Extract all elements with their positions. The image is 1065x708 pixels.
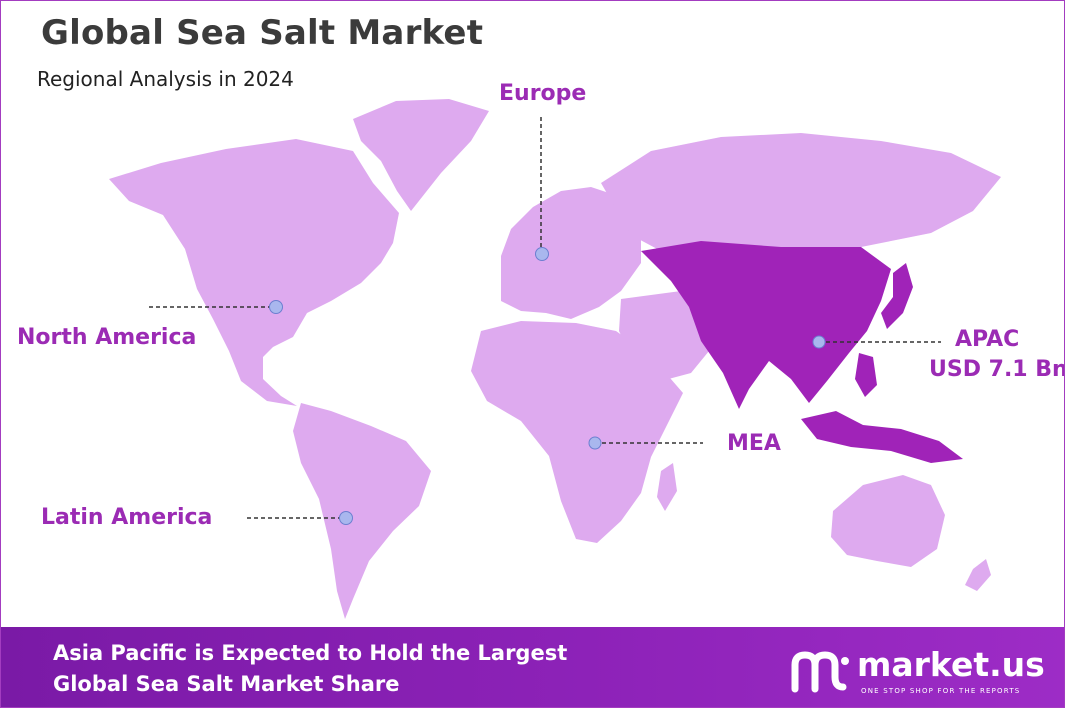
- southeast-asia-islands-shape: [801, 411, 963, 463]
- philippines-shape: [855, 353, 877, 397]
- apac-marker: [812, 335, 826, 349]
- africa-shape: [471, 321, 683, 543]
- latin-america-shape: [293, 403, 431, 619]
- brand-name: market.us: [857, 645, 1045, 684]
- apac-market-value: USD 7.1 Bn: [929, 357, 1065, 382]
- footer-banner: Asia Pacific is Expected to Hold the Lar…: [1, 627, 1064, 707]
- new-zealand-shape: [965, 559, 991, 591]
- latin-america-marker: [339, 511, 353, 525]
- region-label-north-america: North America: [17, 325, 197, 350]
- region-label-latin-america: Latin America: [41, 505, 213, 530]
- market-us-logo-icon: [791, 651, 849, 693]
- region-label-apac: APAC: [955, 327, 1020, 352]
- asia-pacific-shape: [641, 241, 891, 409]
- brand-tagline: ONE STOP SHOP FOR THE REPORTS: [861, 687, 1021, 695]
- north-asia-shape: [601, 133, 1001, 251]
- europe-shape: [501, 187, 641, 319]
- greenland-shape: [353, 99, 489, 211]
- mea-marker: [588, 436, 602, 450]
- australia-shape: [831, 475, 945, 567]
- footer-headline-line-2: Global Sea Salt Market Share: [53, 672, 400, 696]
- europe-marker: [535, 247, 549, 261]
- region-label-europe: Europe: [499, 81, 587, 106]
- world-map: [109, 99, 1001, 619]
- madagascar-shape: [657, 463, 677, 511]
- north-america-shape: [109, 139, 399, 406]
- japan-shape: [881, 263, 913, 329]
- page-title: Global Sea Salt Market: [41, 13, 484, 53]
- north-america-marker: [269, 300, 283, 314]
- region-label-mea: MEA: [727, 431, 781, 456]
- page-subtitle: Regional Analysis in 2024: [37, 67, 294, 91]
- brand-logo: market.us ONE STOP SHOP FOR THE REPORTS: [791, 643, 1045, 699]
- footer-headline-line-1: Asia Pacific is Expected to Hold the Lar…: [53, 641, 568, 665]
